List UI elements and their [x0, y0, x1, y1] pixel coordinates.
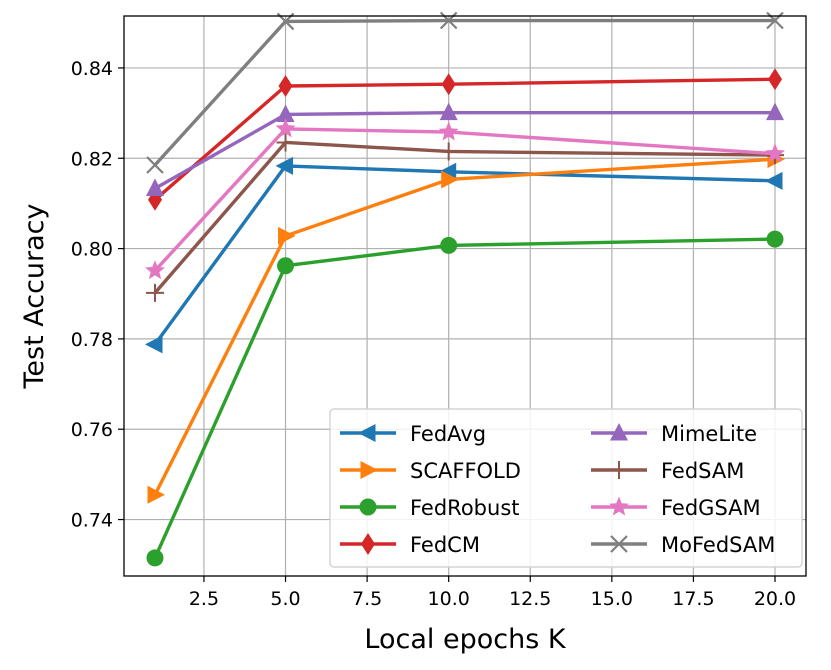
legend-marker: [609, 496, 629, 516]
y-tick-label: 0.82: [71, 148, 113, 170]
data-point: [766, 11, 784, 30]
data-point: [146, 283, 164, 302]
data-point: [146, 549, 164, 567]
data-point: [439, 102, 458, 121]
data-point: [275, 156, 294, 175]
data-point: [768, 68, 782, 91]
axis-ticks: 2.5 5.0 7.5 10.0 12.5 15.0 17.5 20.0 0.74 0.76 0.7…: [71, 58, 796, 610]
y-tick-label: 0.84: [71, 58, 113, 80]
data-point: [440, 236, 458, 254]
x-tick-label: 7.5: [352, 588, 382, 610]
data-point: [147, 485, 165, 504]
data-point: [441, 73, 456, 96]
series-line: [153, 127, 777, 273]
legend-label: FedAvg: [410, 422, 486, 446]
series-line: [153, 77, 777, 202]
legend-item: SCAFFOLD: [340, 459, 521, 483]
data-point: [765, 171, 783, 190]
series-line: [153, 140, 777, 295]
legend-label: SCAFFOLD: [410, 459, 521, 483]
series-fedgsam: [145, 118, 785, 280]
series-fedavg: [145, 156, 783, 354]
y-tick-label: 0.76: [71, 419, 113, 441]
data-point: [278, 75, 293, 97]
legend-item: FedRobust: [340, 496, 520, 520]
series-line: [153, 110, 777, 191]
legend-marker: [610, 423, 628, 441]
data-point: [146, 178, 164, 197]
legend-marker: [361, 533, 375, 555]
legend-marker: [359, 498, 377, 516]
data-point: [766, 230, 784, 248]
x-tick-label: 5.0: [270, 588, 300, 610]
legend-label: FedRobust: [410, 496, 520, 520]
y-tick-label: 0.74: [71, 510, 113, 532]
series-fedrobust: [146, 230, 784, 567]
legend-item: FedGSAM: [591, 496, 761, 520]
legend-item: FedAvg: [340, 422, 486, 446]
grid: [124, 16, 806, 576]
data-point: [441, 170, 459, 189]
series-line: [153, 18, 777, 167]
x-tick-label: 20.0: [754, 588, 796, 610]
x-tick-label: 2.5: [189, 588, 219, 610]
legend-label: MimeLite: [661, 422, 757, 446]
plot-area-frame: [123, 15, 807, 577]
x-tick-label: 10.0: [428, 588, 470, 610]
legend-marker: [610, 461, 628, 479]
legend-item: MoFedSAM: [591, 533, 775, 557]
legend-label: FedCM: [410, 533, 480, 557]
legend-box: [329, 408, 803, 568]
legend-item: FedCM: [340, 533, 480, 557]
data-point: [766, 102, 784, 121]
y-tick-label: 0.78: [71, 329, 113, 351]
data-point: [278, 226, 296, 245]
series-line: [153, 164, 777, 347]
legend-label: MoFedSAM: [661, 533, 775, 557]
data-point: [438, 121, 459, 141]
legend-marker: [610, 535, 628, 553]
data-point: [146, 156, 164, 174]
series-layer: [145, 11, 785, 567]
series-line: [153, 237, 777, 560]
x-axis-title: Local epochs K: [364, 624, 566, 655]
legend-marker: [360, 461, 378, 479]
data-point: [276, 104, 295, 122]
data-point: [439, 142, 458, 161]
data-point: [765, 143, 785, 163]
data-point: [276, 133, 295, 152]
y-axis-title: Test Accuracy: [19, 203, 50, 389]
data-point: [275, 118, 296, 138]
legend-item: MimeLite: [591, 422, 757, 446]
y-tick-label: 0.80: [71, 239, 113, 261]
series-fedsam: [146, 133, 784, 302]
x-tick-label: 15.0: [591, 588, 633, 610]
x-tick-label: 17.5: [672, 588, 714, 610]
series-scaffold: [147, 150, 785, 504]
data-point: [145, 335, 163, 354]
x-tick-label: 12.5: [509, 588, 551, 610]
data-point: [277, 257, 295, 275]
legend: FedAvg SCAFFOLD FedRobust FedCM MimeLite FedS…: [329, 408, 803, 568]
legend-item: FedSAM: [591, 459, 744, 483]
series-line: [153, 157, 777, 497]
legend-label: FedGSAM: [661, 496, 761, 520]
legend-label: FedSAM: [661, 459, 744, 483]
legend-marker: [358, 424, 376, 442]
data-point: [145, 260, 165, 280]
data-point: [439, 11, 458, 30]
series-mimelite: [146, 102, 784, 197]
